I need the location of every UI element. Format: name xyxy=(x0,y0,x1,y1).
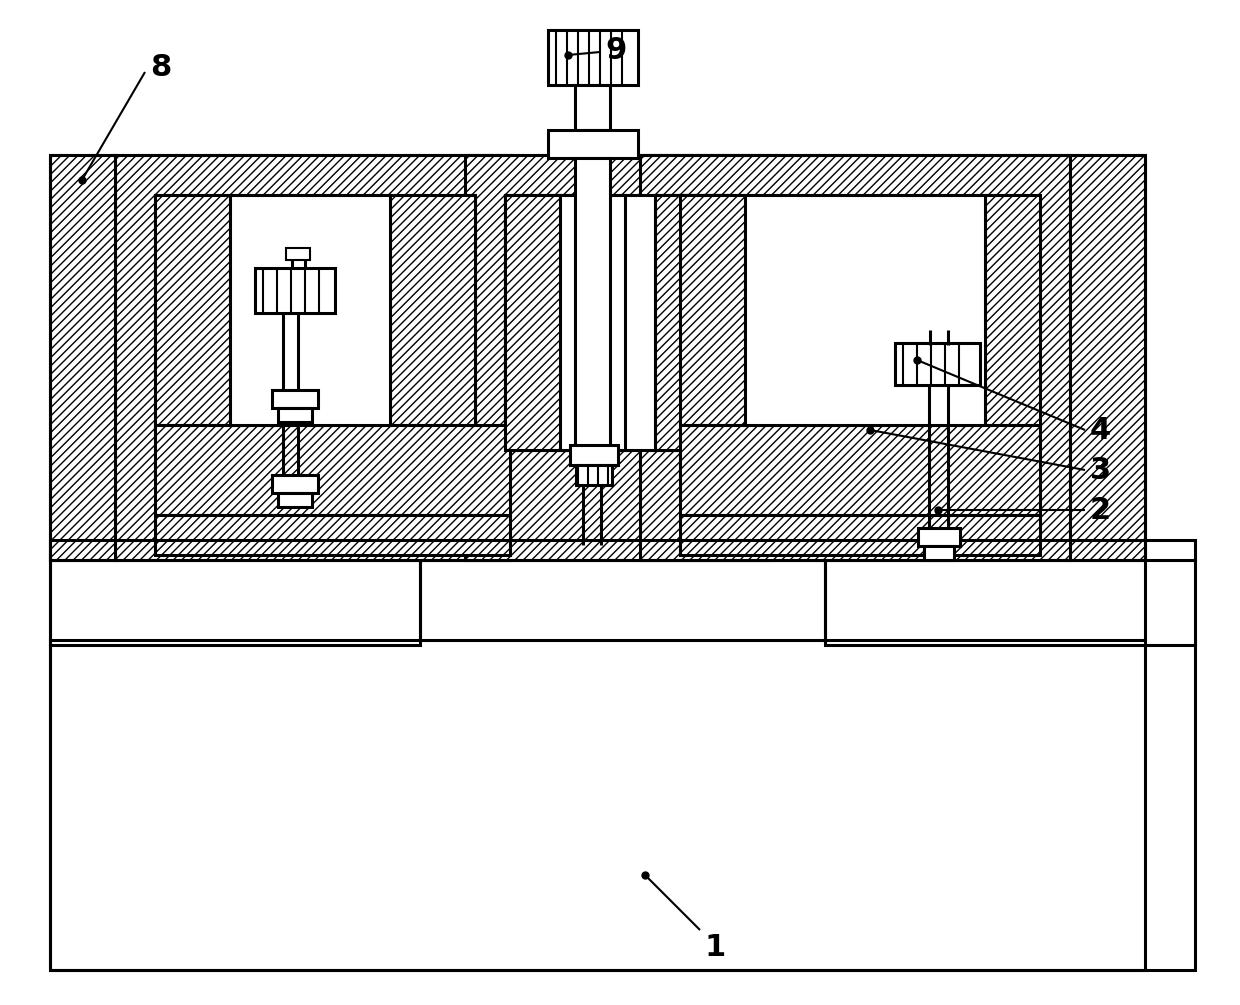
Bar xyxy=(255,268,335,313)
Bar xyxy=(680,425,1040,515)
Bar xyxy=(272,390,317,408)
Bar xyxy=(278,408,312,422)
Bar xyxy=(155,195,229,425)
Text: 3: 3 xyxy=(1090,455,1111,484)
Bar xyxy=(745,195,985,425)
Bar xyxy=(50,640,1195,970)
Bar xyxy=(505,195,575,450)
Bar xyxy=(278,493,312,507)
Bar xyxy=(1070,155,1145,560)
Bar xyxy=(286,248,310,260)
Text: 9: 9 xyxy=(605,35,626,64)
Text: 2: 2 xyxy=(1090,495,1111,525)
Bar xyxy=(577,465,613,485)
Bar xyxy=(505,195,575,450)
Bar xyxy=(895,343,980,385)
Bar xyxy=(575,85,610,130)
Bar xyxy=(505,195,730,450)
Bar xyxy=(680,515,1040,555)
Bar xyxy=(560,195,625,450)
Bar xyxy=(570,445,618,465)
Bar xyxy=(924,546,954,560)
Bar xyxy=(155,425,510,515)
Bar xyxy=(655,195,730,450)
Bar xyxy=(50,155,115,560)
Bar xyxy=(640,155,1070,560)
Bar xyxy=(548,130,639,158)
Bar xyxy=(229,195,391,425)
Bar xyxy=(155,515,510,555)
Bar xyxy=(50,555,420,645)
Bar xyxy=(655,195,730,450)
Bar xyxy=(680,195,745,425)
Text: 4: 4 xyxy=(1090,415,1111,444)
Bar xyxy=(575,195,655,450)
Text: 8: 8 xyxy=(150,52,171,81)
Bar xyxy=(918,528,960,546)
Bar xyxy=(680,195,1030,475)
Bar xyxy=(465,155,770,560)
Bar xyxy=(155,195,475,475)
Text: 1: 1 xyxy=(706,933,727,962)
Bar xyxy=(575,158,610,453)
Bar xyxy=(985,195,1040,425)
Bar xyxy=(548,30,639,85)
Bar xyxy=(50,540,1195,560)
Bar xyxy=(115,155,510,560)
Bar xyxy=(272,475,317,493)
Bar xyxy=(391,195,475,425)
Bar xyxy=(825,555,1195,645)
